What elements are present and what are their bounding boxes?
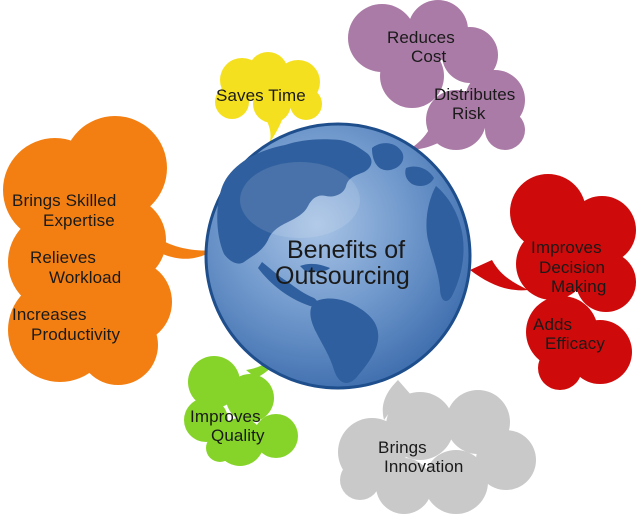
adds-label: Adds [533, 315, 573, 334]
globe-land-europe [405, 166, 434, 186]
efficacy-label: Efficacy [545, 334, 606, 353]
cost-risk-bubble [348, 0, 525, 150]
saves-time-label: Saves Time [216, 86, 306, 105]
globe-land-central-america [258, 262, 318, 307]
brings-skilled-label: Brings Skilled [12, 191, 117, 210]
globe-land-south-america [310, 298, 379, 384]
improves-quality-label: Improves [190, 407, 261, 426]
quality-label: Quality [211, 426, 265, 445]
decision-tail [470, 260, 528, 291]
saves-time-cloud [215, 52, 322, 123]
skills-tail [150, 236, 214, 259]
quality-bubble [184, 352, 298, 466]
skills-cloud [3, 116, 172, 385]
saves-time-bubble [215, 52, 322, 142]
relieves-label: Relieves [30, 248, 96, 267]
innovation-cloud [338, 390, 536, 514]
decision-cloud [510, 174, 636, 390]
globe-land-greenland [372, 143, 404, 171]
globe-land-north-america [217, 139, 372, 264]
decision-label: Decision [539, 258, 605, 277]
globe-land-caribbean [300, 263, 330, 272]
center-title-line-2: Outsourcing [275, 262, 410, 290]
skills-bubble [3, 116, 214, 385]
distributes-label: Distributes [434, 85, 516, 104]
globe [204, 122, 472, 390]
cost-risk-cloud [348, 0, 525, 150]
center-title-line-1: Benefits of [287, 236, 406, 264]
improves-decision-label: Improves [531, 238, 602, 257]
quality-tail [246, 352, 278, 378]
innovation-label: Innovation [384, 457, 464, 476]
innovation-bubble [338, 380, 536, 514]
making-label: Making [551, 277, 607, 296]
workload-label: Workload [49, 268, 122, 287]
productivity-label: Productivity [31, 325, 121, 344]
quality-cloud [184, 356, 298, 466]
reduces-label: Reduces [387, 28, 455, 47]
globe-highlight [240, 162, 360, 238]
cost-label: Cost [411, 47, 447, 66]
decision-bubble [470, 174, 636, 390]
brings-label: Brings [378, 438, 427, 457]
risk-label: Risk [452, 104, 486, 123]
globe-land-africa [426, 186, 464, 302]
expertise-label: Expertise [43, 211, 115, 230]
increases-label: Increases [12, 305, 87, 324]
